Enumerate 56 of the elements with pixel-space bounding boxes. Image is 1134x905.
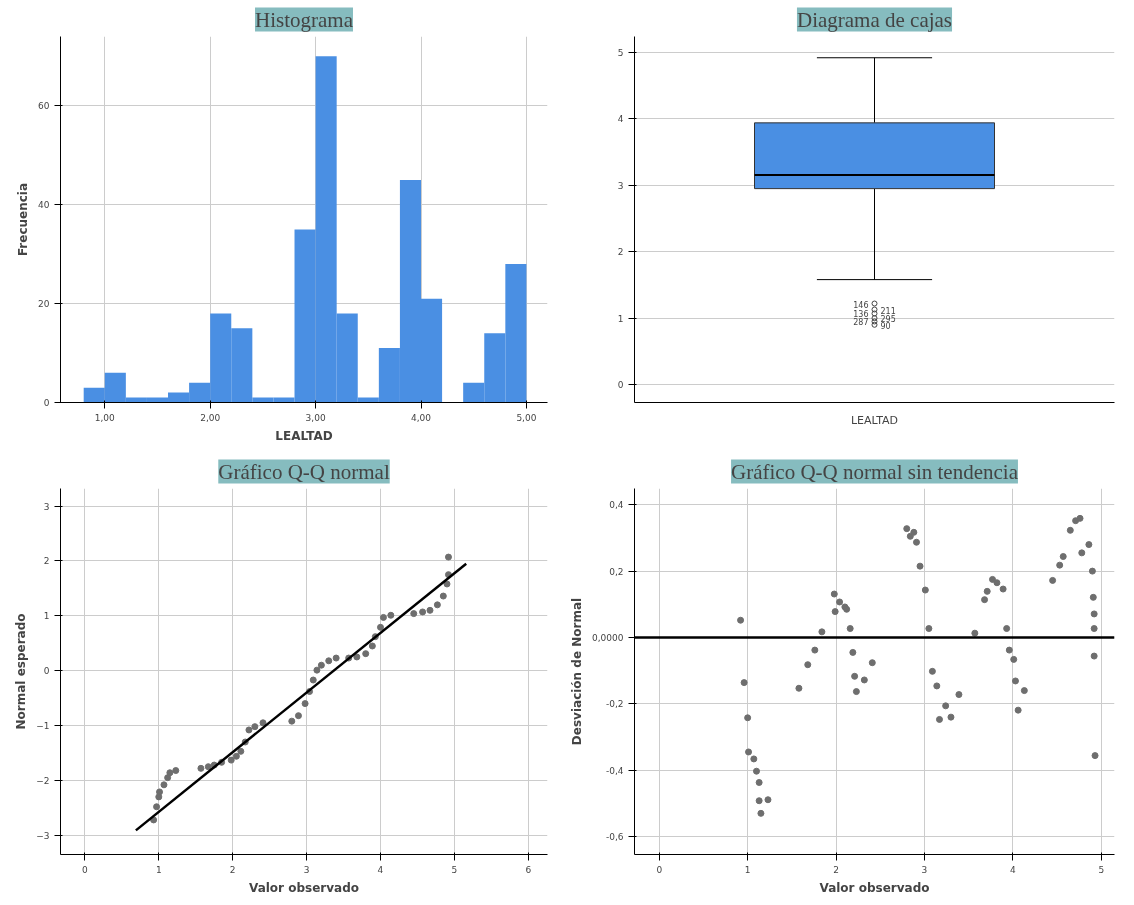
annotation: 146 [853, 300, 869, 310]
y-tick-label: 1 [43, 611, 50, 622]
x-tick-label: 0 [82, 864, 89, 875]
x-tick-label: 3 [921, 864, 928, 875]
x-tick-label: 2 [229, 864, 236, 875]
y-tick-label: 2 [617, 247, 624, 258]
y-tick-label: −1 [36, 721, 50, 732]
y-tick-label: 0 [43, 398, 50, 408]
x-tick-label: LEALTAD [850, 413, 899, 427]
x-tick-label: 4,00 [410, 412, 432, 423]
annotation: 287 [853, 318, 869, 328]
y-tick-label: 1 [617, 313, 624, 324]
y-tick-label: 60 [38, 101, 50, 112]
y-tick-label: 3 [43, 501, 50, 512]
chart-title: Diagrama de cajas [796, 7, 953, 32]
x-tick-label: 1,00 [94, 412, 116, 423]
y-tick-label: −3 [36, 830, 50, 841]
y-tick-label: -0,4 [605, 765, 624, 776]
y-tick-label: 4 [617, 114, 624, 125]
x-tick-label: 6 [525, 864, 532, 875]
y-tick-label: −2 [36, 775, 50, 786]
y-tick-label: 0,2 [609, 566, 624, 577]
x-tick-label: 3,00 [305, 412, 326, 423]
y-tick-label: -0,6 [605, 832, 624, 843]
y-tick-label: 5 [617, 47, 624, 58]
y-tick-label: 0 [617, 380, 624, 391]
x-axis-title: Valor observado [819, 880, 930, 895]
annotation: 136 [853, 310, 869, 320]
x-tick-label: 1 [155, 864, 162, 875]
x-tick-label: 4 [377, 864, 384, 875]
x-axis-title: LEALTAD [275, 428, 333, 443]
x-tick-label: 0 [656, 864, 663, 875]
chart-title: Histograma [255, 7, 354, 32]
chart-title: Gráfico Q-Q normal sin tendencia [731, 459, 1019, 484]
y-tick-label: 20 [38, 299, 50, 310]
x-tick-label: 5 [1098, 864, 1105, 875]
y-tick-label: -0,2 [605, 699, 624, 710]
x-tick-label: 3 [303, 864, 310, 875]
y-tick-label: 0,0000 [592, 632, 624, 643]
y-axis-title: Normal esperado [14, 613, 29, 730]
x-tick-label: 2,00 [200, 412, 221, 423]
annotation: 211 [880, 306, 896, 316]
y-axis-title: Frecuencia [16, 182, 31, 257]
y-tick-label: 2 [43, 556, 50, 567]
x-tick-label: 5,00 [516, 412, 537, 423]
y-tick-label: 40 [38, 200, 50, 211]
y-tick-label: 0 [43, 666, 50, 677]
y-tick-label: 0,4 [609, 500, 624, 511]
chart-title: Gráfico Q-Q normal [218, 459, 390, 484]
x-tick-label: 2 [833, 864, 839, 875]
x-axis-title: Valor observado [249, 880, 359, 895]
y-tick-label: 3 [617, 180, 624, 191]
x-tick-label: 4 [1009, 864, 1016, 875]
x-tick-label: 5 [451, 864, 458, 875]
y-axis-title: Desviación de Normal [570, 597, 585, 746]
x-tick-label: 1 [744, 864, 751, 875]
